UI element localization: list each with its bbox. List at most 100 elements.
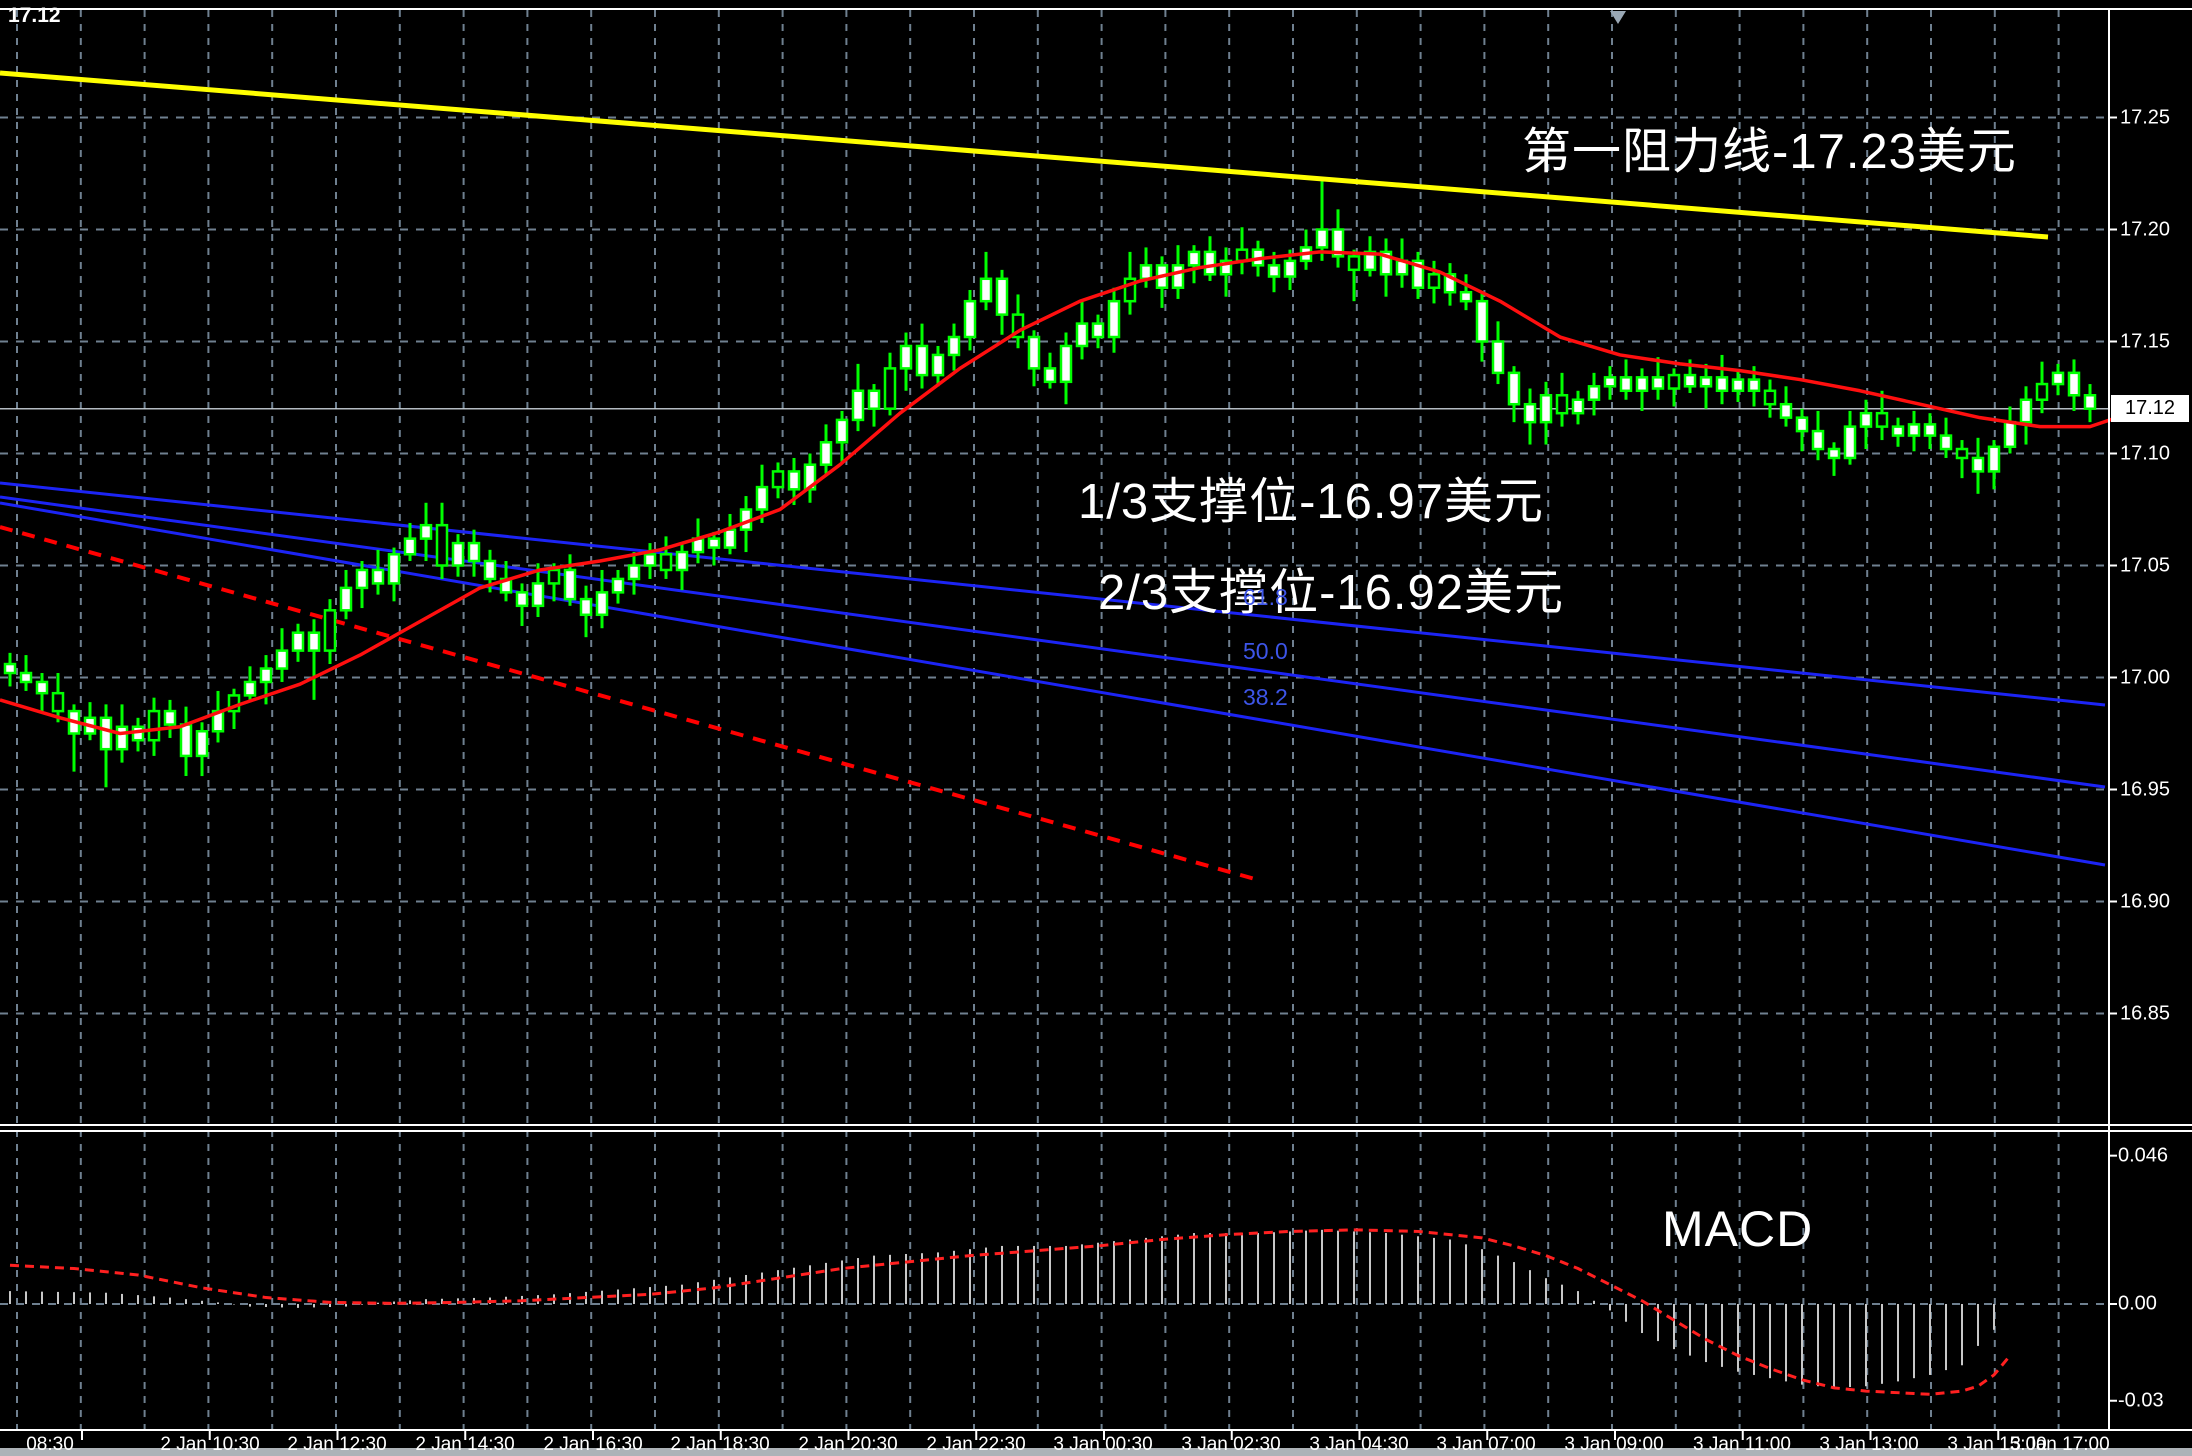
- candle-body: [115, 725, 129, 751]
- candle-body: [1523, 402, 1537, 424]
- candle-body: [1971, 456, 1985, 473]
- candle-body: [611, 577, 625, 594]
- resistance-annotation: 第一阻力线-17.23美元: [1522, 125, 2017, 179]
- candle-body: [931, 353, 945, 377]
- candle-body: [803, 463, 817, 491]
- candle-body: [435, 523, 449, 567]
- candle-body: [771, 470, 785, 489]
- time-axis-label[interactable]: 3 Jan 04:30: [1309, 1434, 1409, 1455]
- candle-body: [2083, 394, 2097, 410]
- candle-body: [1379, 250, 1393, 276]
- candle-body: [755, 485, 769, 511]
- time-axis-label[interactable]: 3 Jan 07:00: [1436, 1434, 1536, 1455]
- candle-body: [995, 277, 1009, 316]
- candle-body: [1347, 255, 1361, 272]
- fib-fan-line-50.0[interactable]: [0, 495, 2106, 789]
- candle-body: [1331, 228, 1345, 258]
- candle-body: [1843, 425, 1857, 460]
- candle-body: [387, 553, 401, 585]
- candle-body: [3, 662, 17, 675]
- candle-body: [1091, 322, 1105, 339]
- candle-body: [51, 691, 65, 713]
- price-axis-label: 16.95: [2120, 778, 2171, 800]
- candle-body: [1891, 425, 1905, 437]
- time-axis-label[interactable]: 2 Jan 18:30: [670, 1434, 770, 1455]
- candle-body: [1059, 344, 1073, 384]
- fib-fan-line-61.8[interactable]: [0, 481, 2106, 707]
- candle-body: [323, 609, 337, 652]
- candle-body: [1123, 277, 1137, 303]
- candle-body: [467, 541, 481, 563]
- candle-body: [1763, 389, 1777, 406]
- time-axis-label[interactable]: 3 Jan 15:00: [1947, 1434, 2047, 1455]
- descending-trendline[interactable]: [0, 525, 1263, 883]
- candle-body: [195, 730, 209, 758]
- macd-axis-label: 0.00: [2118, 1292, 2157, 1315]
- candle-body: [1907, 423, 1921, 437]
- candle-body: [1619, 376, 1633, 393]
- candle-body: [1475, 299, 1489, 343]
- candle-body: [1027, 335, 1041, 370]
- candle-body: [451, 541, 465, 567]
- candle-body: [595, 591, 609, 617]
- price-axis-label: 16.90: [2120, 890, 2171, 912]
- candle-body: [1795, 416, 1809, 433]
- macd-panel-label: MACD: [1662, 1201, 1814, 1257]
- candle-body: [2035, 382, 2049, 401]
- candle-body: [1923, 423, 1937, 437]
- candle-body: [1571, 398, 1585, 415]
- candle-body: [2019, 398, 2033, 424]
- candle-body: [1987, 445, 2001, 473]
- current-price-tag: 17.12: [2111, 394, 2189, 422]
- candle-body: [963, 299, 977, 339]
- window-bottom-edge: [0, 1448, 2192, 1456]
- time-axis-label[interactable]: 3 Jan 02:30: [1181, 1434, 1281, 1455]
- candle-body: [787, 470, 801, 491]
- candle-body: [403, 537, 417, 556]
- time-axis-label[interactable]: 3 Jan 17:00: [2010, 1434, 2110, 1455]
- time-axis-label[interactable]: 2 Jan 12:30: [287, 1434, 387, 1455]
- time-axis-label[interactable]: 2 Jan 14:30: [415, 1434, 515, 1455]
- macd-axis-label: 0.046: [2118, 1144, 2169, 1167]
- candle-body: [723, 528, 737, 549]
- time-axis-label[interactable]: 2 Jan 20:30: [798, 1434, 898, 1455]
- candle-body: [35, 680, 49, 695]
- resistance-trendline[interactable]: [0, 70, 2049, 240]
- scroll-marker-icon[interactable]: [1610, 11, 1626, 24]
- time-axis-label[interactable]: 3 Jan 09:00: [1564, 1434, 1664, 1455]
- candle-body: [355, 568, 369, 590]
- time-axis-label[interactable]: 08:30: [26, 1434, 74, 1455]
- fib-label-61.8: 61.8: [1243, 584, 1288, 610]
- candle-body: [243, 680, 257, 697]
- fib-fan-line-38.2[interactable]: [0, 501, 2106, 867]
- time-axis-label[interactable]: 2 Jan 16:30: [543, 1434, 643, 1455]
- time-axis-label[interactable]: 3 Jan 11:00: [1693, 1434, 1791, 1455]
- candle-body: [19, 671, 33, 684]
- time-axis-label[interactable]: 2 Jan 10:30: [160, 1434, 260, 1455]
- candle-body: [867, 389, 881, 410]
- candle-body: [515, 591, 529, 608]
- candle-body: [1699, 376, 1713, 388]
- candle-body: [1283, 259, 1297, 278]
- candle-body: [1011, 313, 1025, 339]
- current-price-readout: 17.12: [8, 4, 61, 27]
- candle-body: [1555, 394, 1569, 415]
- support1-annotation: 1/3支撑位-16.97美元: [1078, 475, 1545, 529]
- macd-axis-label: -0.03: [2118, 1389, 2164, 1412]
- time-axis-label[interactable]: 2 Jan 22:30: [926, 1434, 1026, 1455]
- candle-body: [947, 335, 961, 357]
- price-axis-label: 17.25: [2120, 106, 2171, 128]
- candle-body: [1859, 411, 1873, 428]
- candle-body: [547, 568, 561, 585]
- candle-body: [1427, 273, 1441, 289]
- candle-body: [899, 344, 913, 370]
- time-axis-label[interactable]: 3 Jan 00:30: [1053, 1434, 1153, 1455]
- candle-body: [1411, 259, 1425, 289]
- candle-body: [675, 550, 689, 572]
- time-axis-label[interactable]: 3 Jan 13:00: [1819, 1434, 1919, 1455]
- candle-body: [1731, 378, 1745, 393]
- price-axis-label: 17.20: [2120, 218, 2171, 240]
- candle-body: [147, 709, 161, 742]
